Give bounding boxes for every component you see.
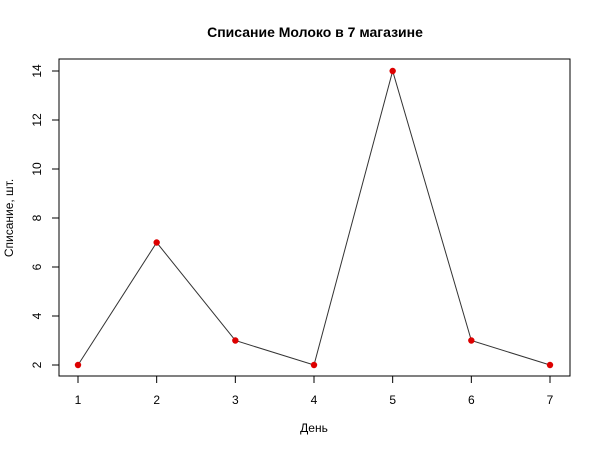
x-tick-label: 7 bbox=[547, 393, 554, 407]
data-point bbox=[232, 337, 239, 344]
y-axis: 2 4 6 8 10 12 14 bbox=[30, 64, 60, 368]
data-point bbox=[546, 361, 554, 369]
x-axis-label: День bbox=[300, 421, 328, 435]
series-points bbox=[74, 67, 554, 369]
x-tick-label: 4 bbox=[311, 393, 318, 407]
x-tick-label: 2 bbox=[153, 393, 160, 407]
x-tick-label: 1 bbox=[75, 393, 82, 407]
y-tick-label: 10 bbox=[30, 162, 44, 176]
data-point bbox=[468, 337, 475, 344]
series-line bbox=[77, 69, 551, 366]
data-point bbox=[153, 239, 160, 246]
x-axis: 1 2 3 4 5 6 7 bbox=[75, 375, 554, 407]
series-polyline bbox=[77, 69, 551, 366]
x-tick-label: 5 bbox=[389, 393, 396, 407]
x-tick-label: 6 bbox=[468, 393, 475, 407]
y-axis-label: Списание, шт. bbox=[2, 179, 16, 257]
chart-title: Списание Молоко в 7 магазине bbox=[207, 24, 423, 40]
y-tick-label: 6 bbox=[30, 263, 44, 270]
y-tick-label: 14 bbox=[30, 64, 44, 78]
y-tick-label: 12 bbox=[30, 113, 44, 127]
data-point bbox=[310, 361, 318, 369]
data-point bbox=[389, 67, 396, 75]
x-tick-label: 3 bbox=[232, 393, 239, 407]
plot-frame bbox=[58, 58, 571, 377]
y-tick-label: 4 bbox=[30, 312, 44, 319]
y-tick-label: 8 bbox=[30, 214, 44, 221]
data-point bbox=[74, 361, 82, 369]
y-tick-label: 2 bbox=[30, 361, 44, 368]
